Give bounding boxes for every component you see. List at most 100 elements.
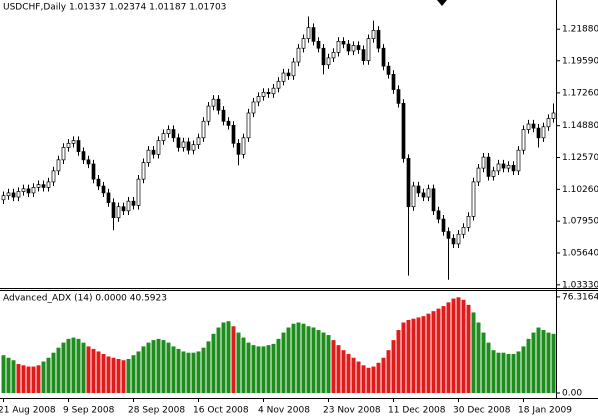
candle-body — [311, 27, 316, 42]
adx-bar — [231, 326, 236, 393]
adx-bar — [341, 350, 346, 393]
y-tick-label: 1.05640 — [562, 248, 598, 258]
adx-bar — [151, 340, 156, 393]
adx-bar — [421, 316, 426, 393]
candle-body — [476, 167, 481, 183]
adx-bar — [431, 311, 436, 393]
adx-bar — [146, 342, 151, 393]
adx-bar — [381, 357, 386, 393]
candle-body — [301, 38, 306, 49]
adx-bar — [91, 348, 96, 393]
adx-bar — [441, 306, 446, 393]
adx-bar — [116, 359, 121, 393]
candle-body — [81, 151, 86, 161]
adx-bar — [391, 340, 396, 393]
candle-body — [386, 65, 391, 75]
candle-body — [321, 47, 326, 66]
candle-body — [201, 120, 206, 139]
candle-body — [506, 165, 511, 169]
candle-body — [426, 188, 431, 198]
candle-body — [11, 192, 16, 198]
candle-body — [96, 178, 101, 187]
candle-body — [221, 109, 226, 122]
adx-bar — [501, 352, 506, 393]
candle-body — [481, 156, 486, 169]
adx-bar — [141, 346, 146, 393]
adx-bar — [296, 322, 301, 393]
adx-bar — [511, 353, 516, 393]
adx-bar — [266, 345, 271, 393]
adx-bar — [496, 352, 501, 393]
candle-body — [326, 57, 331, 66]
adx-bar — [336, 345, 341, 393]
candle-body — [181, 141, 186, 148]
candle-body — [336, 40, 341, 53]
candle-body — [171, 129, 176, 139]
adx-bar — [416, 317, 421, 393]
adx-bar — [491, 350, 496, 393]
candle-body — [536, 127, 541, 139]
candle-body — [446, 231, 451, 239]
candle-body — [456, 233, 461, 245]
adx-bar — [486, 342, 491, 393]
candle-body — [341, 40, 346, 45]
y-tick-label: 1.07950 — [562, 217, 598, 227]
candle-body — [141, 162, 146, 180]
candle-body — [206, 105, 211, 122]
candle-body — [431, 188, 436, 212]
candle-body — [391, 74, 396, 90]
adx-bar — [481, 332, 486, 393]
adx-bar — [216, 327, 221, 393]
adx-bar — [246, 342, 251, 393]
candle-body — [331, 52, 336, 59]
candle-body — [296, 47, 301, 63]
adx-bar — [131, 355, 136, 393]
candle-body — [231, 125, 236, 144]
candle-body — [401, 102, 406, 159]
candle-body — [136, 178, 141, 206]
adx-bar — [326, 335, 331, 393]
candle-body — [196, 137, 201, 146]
x-tick-label: 18 Jan 2009 — [518, 406, 572, 416]
candle-body — [36, 184, 41, 188]
adx-bar — [126, 359, 131, 393]
adx-bar — [86, 346, 91, 393]
y-tick-label: 1.14880 — [562, 121, 598, 131]
candle-body — [61, 147, 66, 161]
adx-bar — [466, 304, 471, 393]
x-tick-label: 4 Nov 2008 — [258, 406, 310, 416]
candle-body — [441, 218, 446, 232]
adx-bar — [346, 353, 351, 393]
candle-body — [216, 98, 221, 111]
candle-body — [521, 129, 526, 151]
candle-body — [516, 149, 521, 172]
adx-bar — [306, 326, 311, 393]
candle-body — [111, 202, 116, 219]
adx-bar — [401, 322, 406, 393]
adx-bar — [211, 333, 216, 393]
x-tick-label: 30 Dec 2008 — [453, 406, 511, 416]
adx-bar — [516, 351, 521, 393]
candle-body — [396, 89, 401, 104]
adx-bar — [521, 346, 526, 393]
adx-bar — [361, 365, 366, 393]
adx-bar — [81, 342, 86, 393]
adx-bar — [181, 351, 186, 393]
adx-bar — [276, 338, 281, 393]
adx-bar — [11, 360, 16, 393]
candle-body — [106, 192, 111, 203]
candle-body — [156, 140, 161, 155]
candle-body — [286, 72, 291, 77]
adx-bar — [256, 346, 261, 393]
adx-bar — [531, 332, 536, 393]
candle-body — [381, 47, 386, 67]
candle-body — [551, 112, 556, 119]
y-tick-label: 0.00 — [562, 389, 582, 399]
candle-body — [316, 40, 321, 49]
candle-body — [211, 98, 216, 107]
candle-body — [546, 118, 551, 128]
x-tick-label: 28 Sep 2008 — [128, 406, 185, 416]
candle-body — [151, 149, 156, 155]
adx-bar — [36, 365, 41, 393]
adx-bar — [236, 332, 241, 393]
